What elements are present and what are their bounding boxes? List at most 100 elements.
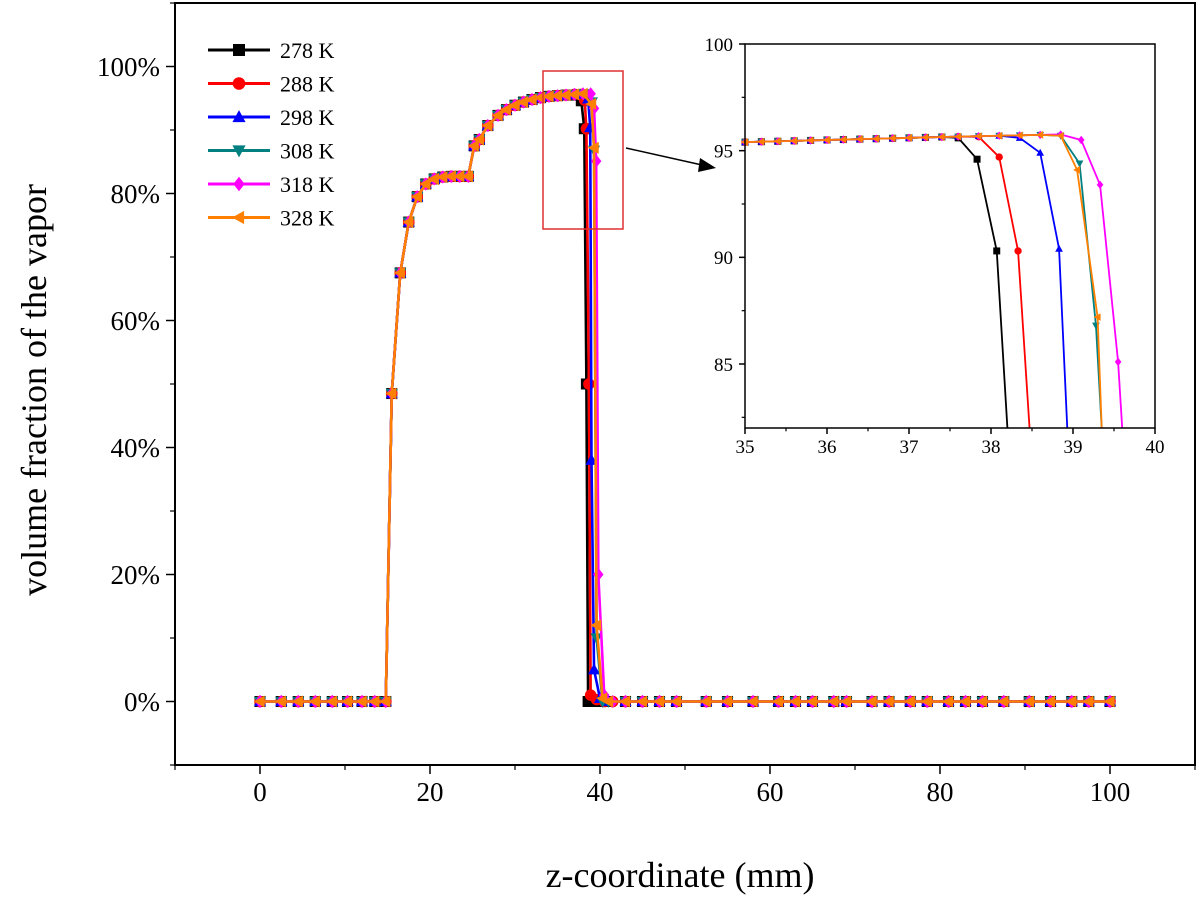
main-data-point <box>920 695 932 708</box>
legend: 278 K 288 K 298 K 308 K 318 K 328 K <box>208 38 335 231</box>
inset-plot: 35 36 37 38 39 40 85 90 95 100 <box>705 35 1165 458</box>
main-x-tick-label: 80 <box>927 777 954 807</box>
main-data-point <box>551 89 563 102</box>
main-data-point <box>903 695 915 708</box>
main-data-point <box>721 695 733 708</box>
inset-data-point <box>1014 247 1022 255</box>
inset-data-point <box>888 134 896 143</box>
inset-x-tick-label: 38 <box>982 437 1001 458</box>
main-data-point <box>746 695 758 708</box>
main-data-point <box>393 266 405 279</box>
main-x-tick-label: 0 <box>253 777 267 807</box>
main-data-point <box>789 695 801 708</box>
inset-data-point <box>1056 131 1064 140</box>
inset-data-point <box>921 133 929 142</box>
inset-data-point <box>1036 148 1045 156</box>
main-data-point <box>274 695 286 708</box>
inset-y-tick-label: 100 <box>705 35 734 56</box>
main-data-point <box>427 172 439 185</box>
legend-label: 318 K <box>280 172 335 197</box>
legend-marker <box>232 110 246 123</box>
main-data-point <box>997 695 1009 708</box>
main-data-point <box>355 695 367 708</box>
main-data-point <box>590 619 602 632</box>
inset-data-point <box>904 134 912 142</box>
legend-item: 298 K <box>208 105 335 130</box>
main-data-point <box>1022 695 1034 708</box>
inset-x-tick-label: 40 <box>1146 437 1165 458</box>
inset-data-point <box>1073 166 1081 174</box>
main-data-point <box>976 695 988 708</box>
legend-item: 308 K <box>208 139 335 164</box>
main-y-tick-label: 60% <box>111 306 161 336</box>
inset-data-point <box>855 135 863 143</box>
inset-x-tick-label: 39 <box>1064 437 1083 458</box>
main-data-point <box>602 695 614 708</box>
main-data-point <box>461 170 473 183</box>
inset-data-point <box>1075 160 1084 168</box>
main-data-point <box>653 695 665 708</box>
main-data-point <box>291 695 303 708</box>
main-data-point <box>436 170 448 184</box>
main-data-point <box>1103 695 1115 708</box>
main-data-point <box>368 695 380 708</box>
main-data-point <box>582 696 594 707</box>
legend-item: 278 K <box>208 38 335 63</box>
main-x-axis: 0 20 40 60 80 100 <box>174 765 1196 807</box>
main-data-point <box>865 695 877 708</box>
legend-marker <box>233 44 245 56</box>
main-data-point <box>500 103 512 116</box>
legend-marker <box>232 77 246 90</box>
legend-item: 288 K <box>208 72 335 97</box>
legend-label: 288 K <box>280 72 335 97</box>
main-y-tick-label: 100% <box>97 52 160 82</box>
main-data-point <box>1044 695 1056 708</box>
main-data-point <box>308 695 320 708</box>
y-axis-title: volume fraction of the vapor <box>14 184 54 596</box>
main-x-tick-label: 20 <box>417 777 444 807</box>
inset-x-tick-label: 35 <box>736 437 755 458</box>
main-data-point <box>508 99 520 112</box>
main-data-point <box>576 87 588 100</box>
main-data-point <box>585 87 596 101</box>
inset-data-point <box>1055 244 1063 252</box>
legend-label: 278 K <box>280 38 335 63</box>
main-data-point <box>772 695 784 708</box>
main-data-point <box>827 695 839 708</box>
main-data-point <box>942 695 954 708</box>
main-data-point <box>568 88 580 101</box>
main-data-point <box>840 695 852 708</box>
main-y-tick-label: 80% <box>111 179 161 209</box>
inset-data-point <box>806 136 814 145</box>
main-series-layer <box>253 87 1117 709</box>
legend-marker <box>233 176 245 192</box>
main-data-point <box>585 97 597 111</box>
main-data-point <box>410 190 422 203</box>
inset-data-point <box>1077 135 1085 145</box>
legend-item: 328 K <box>208 206 335 231</box>
main-data-point <box>453 170 465 183</box>
main-y-tick-label: 0% <box>124 687 160 717</box>
main-y-tick-label: 20% <box>111 560 161 590</box>
main-data-point <box>559 89 571 102</box>
inset-x-tick-label: 37 <box>900 437 919 458</box>
inset-data-point <box>993 247 1001 255</box>
main-data-point <box>379 695 391 708</box>
inset-data-point <box>974 132 982 141</box>
main-data-point <box>325 695 337 708</box>
inset-y-axis: 85 90 95 100 <box>705 35 745 418</box>
inset-data-point <box>1015 131 1023 140</box>
main-data-point <box>587 141 599 154</box>
main-data-point <box>491 109 503 122</box>
main-data-point <box>419 177 431 191</box>
inset-data-point <box>757 137 765 146</box>
inset-data-point <box>1093 313 1101 321</box>
main-data-point <box>588 663 601 675</box>
main-data-point <box>959 695 971 708</box>
main-data-point <box>341 695 353 708</box>
inset-data-point <box>1096 180 1104 189</box>
inset-data-point <box>1036 131 1044 139</box>
zoom-region-box <box>542 70 624 230</box>
